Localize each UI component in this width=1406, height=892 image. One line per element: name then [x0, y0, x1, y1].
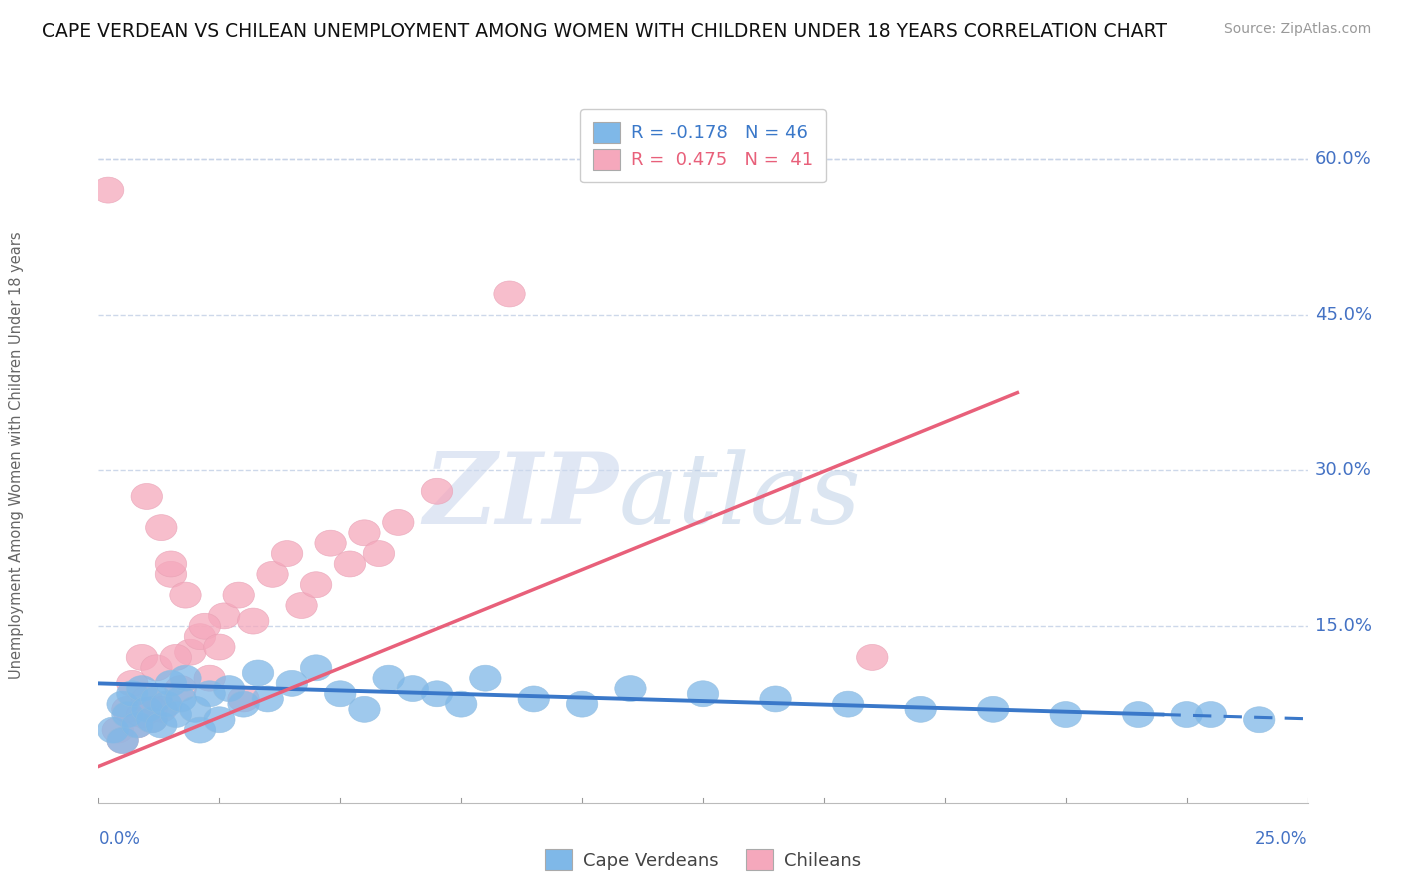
Ellipse shape: [170, 582, 201, 608]
Ellipse shape: [150, 691, 181, 717]
Ellipse shape: [184, 717, 215, 743]
Ellipse shape: [832, 691, 863, 717]
Ellipse shape: [127, 675, 157, 701]
Legend: Cape Verdeans, Chileans: Cape Verdeans, Chileans: [538, 842, 868, 877]
Ellipse shape: [184, 624, 215, 649]
Ellipse shape: [131, 697, 163, 723]
Ellipse shape: [141, 655, 172, 681]
Ellipse shape: [422, 681, 453, 706]
Text: 60.0%: 60.0%: [1315, 150, 1371, 168]
Ellipse shape: [127, 701, 157, 728]
Text: Source: ZipAtlas.com: Source: ZipAtlas.com: [1223, 22, 1371, 37]
Ellipse shape: [194, 681, 225, 706]
Ellipse shape: [141, 686, 172, 712]
Ellipse shape: [224, 582, 254, 608]
Ellipse shape: [759, 686, 792, 712]
Ellipse shape: [121, 712, 153, 738]
Ellipse shape: [155, 551, 187, 577]
Ellipse shape: [494, 281, 526, 307]
Text: ZIP: ZIP: [423, 449, 619, 545]
Ellipse shape: [103, 717, 134, 743]
Text: 25.0%: 25.0%: [1256, 830, 1308, 847]
Ellipse shape: [228, 686, 259, 712]
Ellipse shape: [301, 655, 332, 681]
Ellipse shape: [252, 686, 284, 712]
Ellipse shape: [111, 701, 143, 728]
Ellipse shape: [315, 530, 346, 557]
Ellipse shape: [194, 665, 225, 691]
Ellipse shape: [228, 691, 259, 717]
Ellipse shape: [396, 675, 429, 701]
Ellipse shape: [276, 671, 308, 697]
Ellipse shape: [363, 541, 395, 566]
Ellipse shape: [301, 572, 332, 598]
Ellipse shape: [136, 706, 167, 732]
Ellipse shape: [174, 640, 207, 665]
Ellipse shape: [131, 483, 163, 509]
Ellipse shape: [107, 691, 138, 717]
Ellipse shape: [165, 675, 197, 701]
Ellipse shape: [688, 681, 718, 706]
Ellipse shape: [238, 608, 269, 634]
Text: Unemployment Among Women with Children Under 18 years: Unemployment Among Women with Children U…: [10, 231, 24, 679]
Ellipse shape: [97, 717, 129, 743]
Ellipse shape: [382, 509, 413, 535]
Ellipse shape: [136, 706, 167, 732]
Ellipse shape: [1171, 701, 1202, 728]
Text: atlas: atlas: [619, 449, 860, 544]
Ellipse shape: [470, 665, 501, 691]
Ellipse shape: [905, 697, 936, 723]
Ellipse shape: [1122, 701, 1154, 728]
Ellipse shape: [160, 701, 191, 728]
Ellipse shape: [188, 614, 221, 640]
Ellipse shape: [335, 551, 366, 577]
Text: 0.0%: 0.0%: [98, 830, 141, 847]
Ellipse shape: [146, 697, 177, 723]
Ellipse shape: [349, 520, 380, 546]
Ellipse shape: [208, 603, 240, 629]
Ellipse shape: [127, 644, 157, 671]
Ellipse shape: [180, 697, 211, 723]
Ellipse shape: [422, 478, 453, 504]
Ellipse shape: [121, 712, 153, 738]
Ellipse shape: [111, 697, 143, 723]
Ellipse shape: [977, 697, 1010, 723]
Ellipse shape: [93, 178, 124, 203]
Ellipse shape: [160, 644, 191, 671]
Ellipse shape: [146, 712, 177, 738]
Ellipse shape: [214, 675, 245, 701]
Ellipse shape: [349, 697, 380, 723]
Ellipse shape: [271, 541, 302, 566]
Ellipse shape: [1195, 701, 1226, 728]
Text: 15.0%: 15.0%: [1315, 617, 1372, 635]
Ellipse shape: [285, 592, 318, 618]
Text: CAPE VERDEAN VS CHILEAN UNEMPLOYMENT AMONG WOMEN WITH CHILDREN UNDER 18 YEARS CO: CAPE VERDEAN VS CHILEAN UNEMPLOYMENT AMO…: [42, 22, 1167, 41]
Ellipse shape: [155, 671, 187, 697]
Ellipse shape: [117, 671, 148, 697]
Ellipse shape: [257, 561, 288, 587]
Ellipse shape: [567, 691, 598, 717]
Ellipse shape: [155, 561, 187, 587]
Text: 30.0%: 30.0%: [1315, 461, 1371, 480]
Ellipse shape: [517, 686, 550, 712]
Ellipse shape: [136, 697, 167, 723]
Ellipse shape: [242, 660, 274, 686]
Ellipse shape: [1243, 706, 1275, 732]
Ellipse shape: [107, 728, 138, 754]
Ellipse shape: [204, 634, 235, 660]
Ellipse shape: [614, 675, 647, 701]
Ellipse shape: [170, 665, 201, 691]
Ellipse shape: [856, 644, 889, 671]
Ellipse shape: [117, 681, 148, 706]
Ellipse shape: [1050, 701, 1081, 728]
Ellipse shape: [107, 728, 138, 754]
Ellipse shape: [325, 681, 356, 706]
Ellipse shape: [165, 686, 197, 712]
Ellipse shape: [446, 691, 477, 717]
Ellipse shape: [204, 706, 235, 732]
Ellipse shape: [373, 665, 405, 691]
Ellipse shape: [146, 515, 177, 541]
Ellipse shape: [131, 686, 163, 712]
Text: 45.0%: 45.0%: [1315, 306, 1372, 324]
